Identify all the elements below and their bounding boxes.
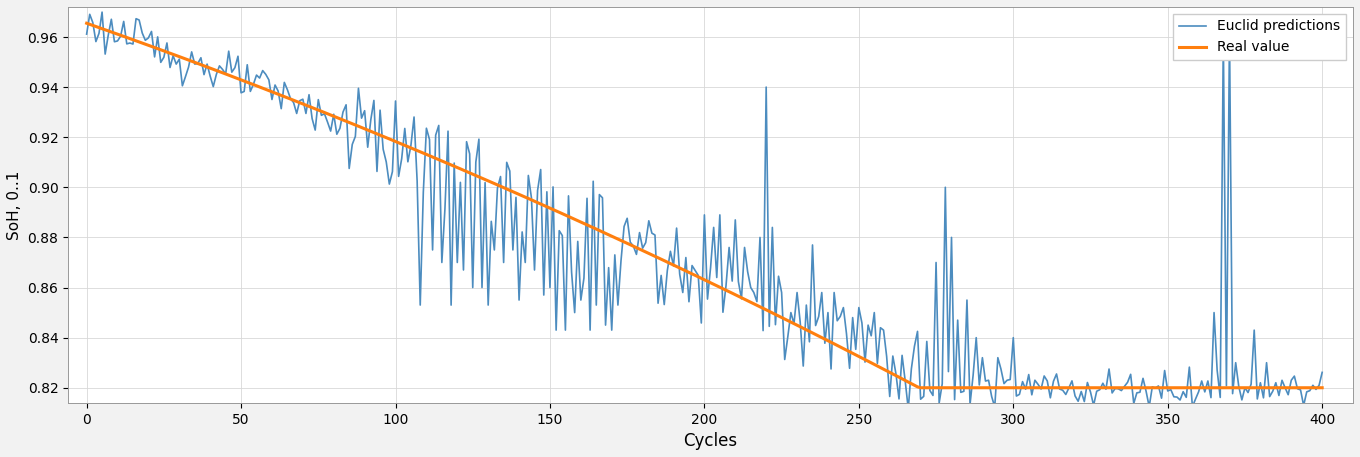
Euclid predictions	[900, 406, 917, 412]
Euclid predictions	[94, 10, 110, 15]
Real value	[913, 385, 929, 390]
Real value	[79, 21, 95, 26]
Real value	[699, 278, 715, 284]
Euclid predictions	[990, 355, 1006, 361]
Real value	[755, 306, 771, 311]
Euclid predictions	[758, 85, 774, 90]
X-axis label: Cycles: Cycles	[684, 432, 737, 450]
Y-axis label: SoH, 0..1: SoH, 0..1	[7, 170, 22, 239]
Euclid predictions	[702, 265, 718, 271]
Euclid predictions	[526, 267, 543, 273]
Euclid predictions	[1314, 370, 1330, 375]
Line: Real value: Real value	[87, 23, 1322, 388]
Real value	[239, 80, 256, 85]
Legend: Euclid predictions, Real value: Euclid predictions, Real value	[1172, 14, 1346, 60]
Real value	[986, 385, 1002, 390]
Euclid predictions	[869, 361, 885, 366]
Euclid predictions	[242, 89, 258, 94]
Euclid predictions	[79, 32, 95, 37]
Real value	[524, 197, 540, 202]
Real value	[1314, 385, 1330, 390]
Line: Euclid predictions: Euclid predictions	[87, 12, 1322, 409]
Real value	[866, 361, 883, 367]
